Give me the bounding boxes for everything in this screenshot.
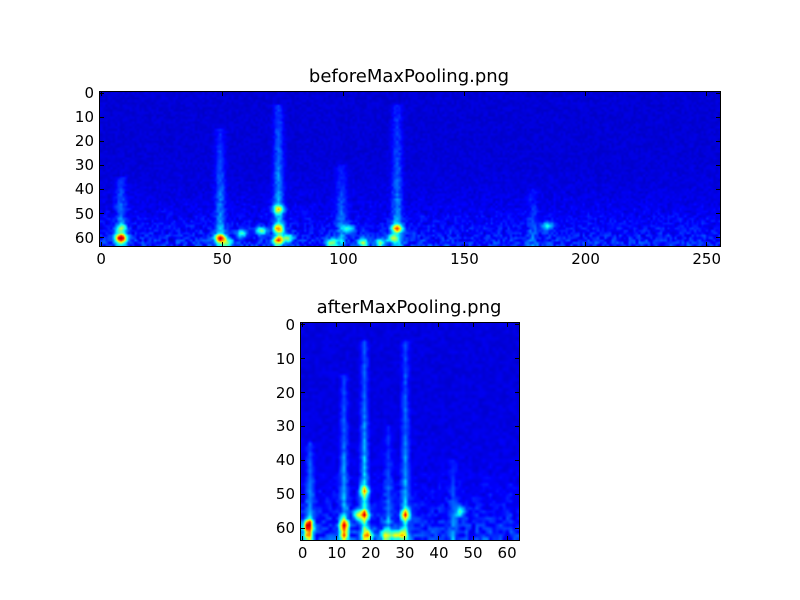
tick-mark bbox=[336, 323, 338, 327]
tick-mark bbox=[716, 188, 720, 190]
tick-mark bbox=[301, 358, 305, 360]
tick-mark bbox=[100, 164, 104, 166]
y-tick-label: 0 bbox=[84, 84, 94, 103]
tick-mark bbox=[221, 242, 223, 246]
tick-mark bbox=[472, 536, 474, 540]
x-tick-label: 20 bbox=[361, 544, 381, 562]
y-tick-label: 30 bbox=[275, 417, 295, 436]
tick-mark bbox=[706, 92, 708, 96]
tick-mark bbox=[463, 242, 465, 246]
y-tick-label: 0 bbox=[285, 315, 295, 334]
tick-mark bbox=[716, 213, 720, 215]
tick-mark bbox=[716, 140, 720, 142]
tick-mark bbox=[515, 425, 519, 427]
tick-mark bbox=[438, 323, 440, 327]
x-tick-label: 40 bbox=[429, 544, 449, 562]
y-tick-label: 40 bbox=[275, 451, 295, 470]
tick-mark bbox=[515, 358, 519, 360]
tick-mark bbox=[100, 188, 104, 190]
tick-mark bbox=[100, 242, 102, 246]
tick-mark bbox=[506, 536, 508, 540]
tick-mark bbox=[100, 140, 104, 142]
tick-mark bbox=[100, 237, 104, 239]
x-tick-label: 0 bbox=[297, 544, 308, 562]
y-tick-label: 10 bbox=[74, 108, 94, 127]
tick-mark bbox=[100, 116, 104, 118]
tick-mark bbox=[301, 425, 305, 427]
x-tick-label: 50 bbox=[463, 544, 483, 562]
chart-title: beforeMaxPooling.png bbox=[308, 66, 510, 87]
x-tick-label: 200 bbox=[571, 250, 600, 268]
y-tick-label: 50 bbox=[74, 204, 94, 223]
y-tick-label: 20 bbox=[74, 132, 94, 151]
tick-mark bbox=[716, 164, 720, 166]
x-tick-label: 10 bbox=[327, 544, 347, 562]
tick-mark bbox=[706, 242, 708, 246]
tick-mark bbox=[404, 323, 406, 327]
tick-mark bbox=[716, 237, 720, 239]
tick-mark bbox=[336, 536, 338, 540]
tick-mark bbox=[585, 92, 587, 96]
tick-mark bbox=[302, 536, 304, 540]
y-tick-label: 30 bbox=[74, 156, 94, 175]
tick-mark bbox=[515, 324, 519, 326]
heatmap-axes-1 bbox=[300, 322, 520, 541]
tick-mark bbox=[472, 323, 474, 327]
y-tick-label: 60 bbox=[74, 228, 94, 247]
y-tick-label: 40 bbox=[74, 180, 94, 199]
tick-mark bbox=[301, 392, 305, 393]
heatmap-axes-0 bbox=[99, 91, 721, 247]
tick-mark bbox=[100, 213, 104, 215]
x-tick-label: 250 bbox=[692, 250, 721, 268]
x-tick-label: 60 bbox=[497, 544, 517, 562]
tick-mark bbox=[585, 242, 587, 246]
tick-mark bbox=[515, 493, 519, 495]
heatmap-image bbox=[301, 323, 519, 540]
tick-mark bbox=[342, 242, 344, 246]
x-tick-label: 50 bbox=[212, 250, 232, 268]
tick-mark bbox=[716, 116, 720, 118]
tick-mark bbox=[370, 323, 372, 327]
tick-mark bbox=[506, 323, 508, 327]
tick-mark bbox=[716, 92, 720, 94]
y-tick-label: 10 bbox=[275, 349, 295, 368]
tick-mark bbox=[100, 92, 104, 94]
tick-mark bbox=[404, 536, 406, 540]
x-tick-label: 0 bbox=[96, 250, 106, 268]
y-tick-label: 20 bbox=[275, 383, 295, 402]
tick-mark bbox=[463, 92, 465, 96]
tick-mark bbox=[438, 536, 440, 540]
tick-mark bbox=[515, 527, 519, 529]
x-tick-label: 30 bbox=[395, 544, 415, 562]
x-tick-label: 150 bbox=[450, 250, 479, 268]
tick-mark bbox=[301, 493, 305, 495]
y-tick-label: 60 bbox=[275, 519, 295, 538]
tick-mark bbox=[100, 92, 102, 96]
tick-mark bbox=[301, 527, 305, 529]
x-tick-label: 100 bbox=[329, 250, 358, 268]
tick-mark bbox=[342, 92, 344, 96]
tick-mark bbox=[515, 392, 519, 393]
heatmap-image bbox=[100, 92, 720, 246]
chart-title: afterMaxPooling.png bbox=[316, 297, 502, 318]
y-tick-label: 50 bbox=[275, 485, 295, 504]
tick-mark bbox=[301, 324, 305, 326]
tick-mark bbox=[370, 536, 372, 540]
tick-mark bbox=[221, 92, 223, 96]
tick-mark bbox=[515, 459, 519, 461]
tick-mark bbox=[301, 459, 305, 461]
